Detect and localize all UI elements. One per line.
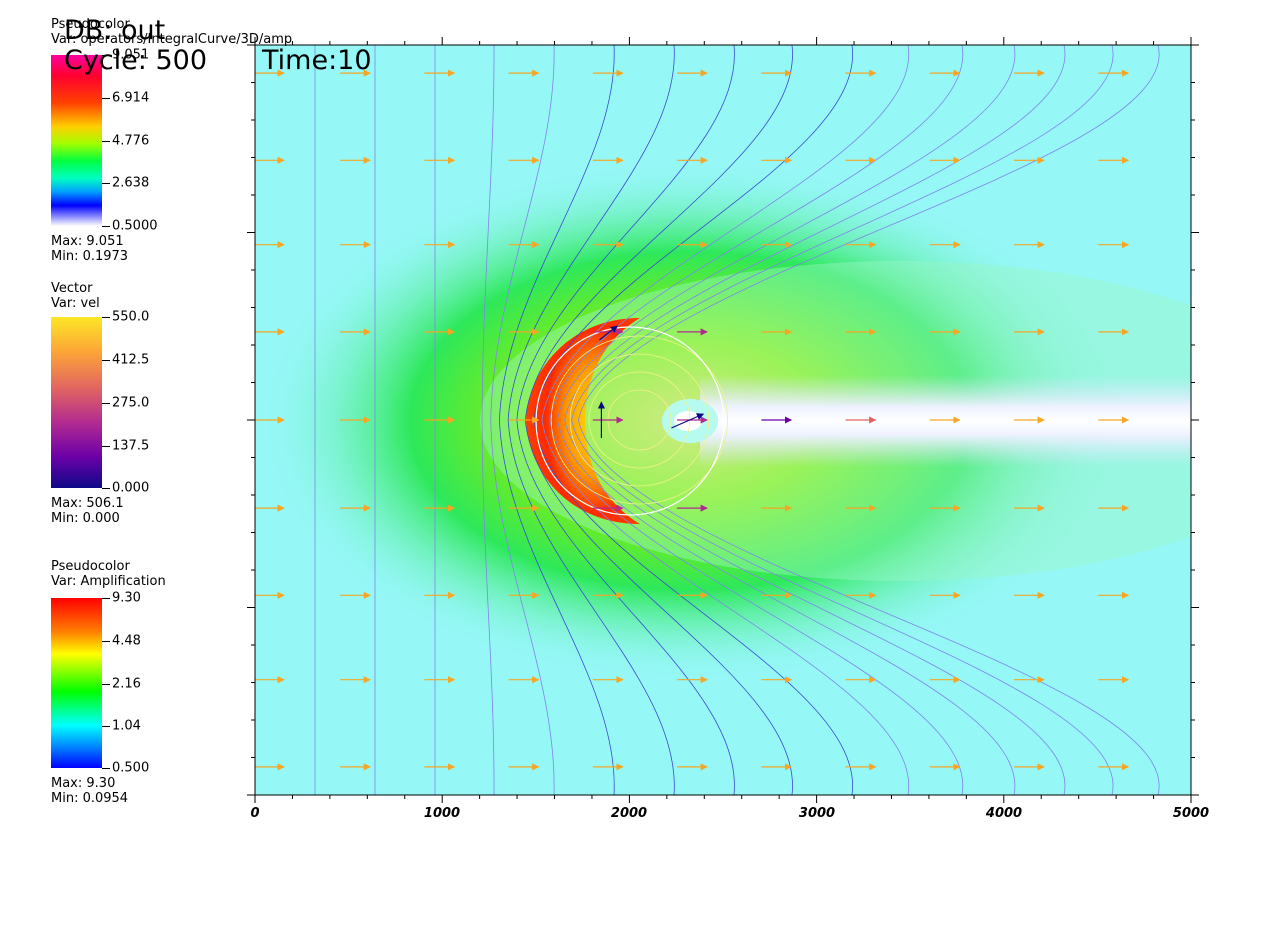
legend-vel-tick: 0.000 xyxy=(112,480,150,496)
colorbar-vel xyxy=(51,317,102,488)
legend-amp-tick: 6.914 xyxy=(112,90,150,106)
legend-ampl-tick: 0.500 xyxy=(112,760,150,776)
legend-ampl-tick: 2.16 xyxy=(112,676,141,692)
legend-vel-tick: 275.0 xyxy=(112,395,150,411)
legend-vel-min: Min: 0.000 xyxy=(51,511,120,526)
streamline xyxy=(499,45,615,795)
x-tick-label: 1000 xyxy=(423,806,461,821)
cycle-label: Cycle: 500 xyxy=(64,45,208,76)
legend-amp-tick: 2.638 xyxy=(112,175,150,191)
legend-amp-min: Min: 0.1973 xyxy=(51,249,129,264)
legend-ampl-var: Var: Amplification xyxy=(51,574,166,589)
legend-vel-tick: 137.5 xyxy=(112,438,150,454)
legend-ampl-max: Max: 9.30 xyxy=(51,776,116,791)
legend-vel-tick: 412.5 xyxy=(112,352,150,368)
legend-amp-tick: 0.5000 xyxy=(112,218,158,234)
legend-ampl-tick: 1.04 xyxy=(112,718,141,734)
contour-ring xyxy=(569,353,710,487)
streamline xyxy=(481,45,495,795)
x-tick-label: 3000 xyxy=(798,806,836,821)
x-tick-label: 4000 xyxy=(985,806,1023,821)
legend-ampl-tick: 9.30 xyxy=(112,590,141,606)
vector-glyphs xyxy=(255,69,1130,771)
streamline xyxy=(557,45,1016,795)
colorbar-amp xyxy=(51,55,102,226)
axes xyxy=(247,37,1199,803)
contour-ring xyxy=(550,335,729,505)
wake-region xyxy=(700,375,1191,467)
legend-vel-tick: 550.0 xyxy=(112,309,150,325)
streamline xyxy=(490,45,555,795)
legend-amp-tick: 4.776 xyxy=(112,133,150,149)
tick-marks xyxy=(247,37,1199,803)
legend-amp-max: Max: 9.051 xyxy=(51,234,124,249)
streamline xyxy=(571,45,1114,795)
legend-ampl-kind: Pseudocolor xyxy=(51,559,130,574)
field-layer xyxy=(255,45,1191,795)
vector-glyph xyxy=(599,325,618,341)
legend-amp-tick: 9.051 xyxy=(112,47,150,63)
colorbar-amplification xyxy=(51,598,102,768)
x-tick-label: 0 xyxy=(250,806,260,821)
streamline xyxy=(541,45,909,795)
vector-glyph xyxy=(671,413,705,429)
legend-amp-kind: Pseudocolor xyxy=(51,17,130,32)
time-label: Time:10 xyxy=(262,45,372,76)
legend-vel-var: Var: vel xyxy=(51,296,100,311)
db-label: DB: out xyxy=(64,15,166,46)
legend-vel-max: Max: 506.1 xyxy=(51,496,124,511)
high-amplification-crescent xyxy=(526,318,640,524)
streamline xyxy=(507,45,675,795)
x-tick-label: 5000 xyxy=(1172,806,1210,821)
legend-amp-var: Var: operators/IntegralCurve/3D/amp xyxy=(51,32,293,47)
legend-ampl-tick: 4.48 xyxy=(112,633,141,649)
x-tick-label: 2000 xyxy=(610,806,648,821)
legend-vel-kind: Vector xyxy=(51,281,93,296)
legend-ampl-min: Min: 0.0954 xyxy=(51,791,129,806)
